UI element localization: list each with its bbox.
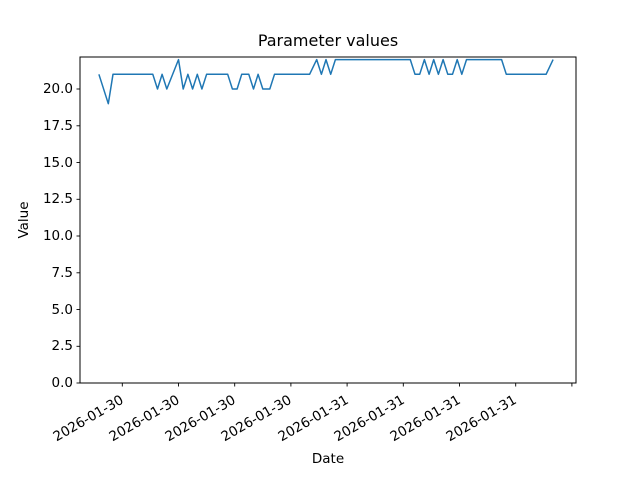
plot-border [79, 56, 577, 384]
y-tick-label: 10.0 [42, 228, 73, 245]
y-tick-label: 5.0 [51, 301, 73, 318]
chart-title: Parameter values [257, 31, 399, 50]
data-line [98, 58, 554, 105]
y-tick-label: 15.0 [42, 154, 73, 171]
y-tick-label: 2.5 [51, 338, 73, 355]
y-tick-label: 20.0 [42, 81, 73, 98]
y-tick-label: 7.5 [51, 264, 73, 281]
x-axis-label: Date [311, 451, 345, 467]
y-tick-label: 12.5 [42, 191, 73, 208]
y-tick-label: 17.5 [42, 117, 73, 134]
y-tick-label: 0.0 [51, 375, 73, 391]
